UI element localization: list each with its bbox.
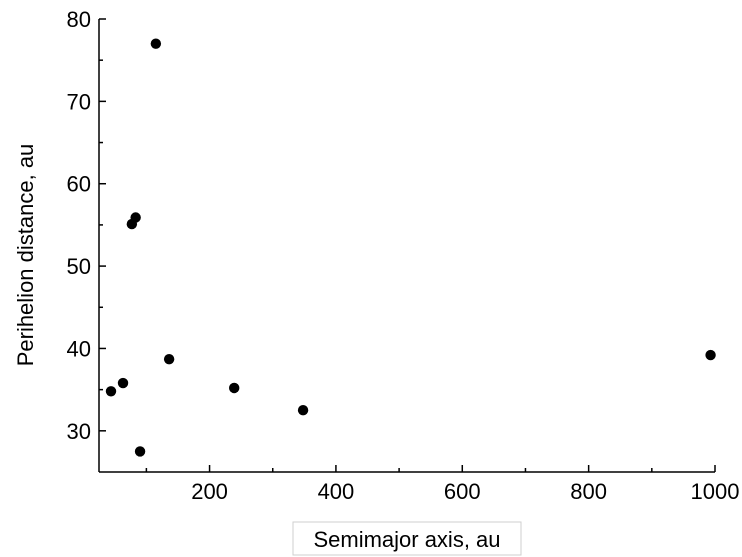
data-point — [105, 386, 117, 397]
y-tick-label: 60 — [67, 172, 91, 197]
x-tick-label: 200 — [191, 479, 228, 504]
data-point — [130, 212, 141, 223]
x-axis-ticks: 200 400 600 800 1000 — [145, 465, 740, 504]
x-axis-label-box — [292, 521, 522, 556]
data-points — [105, 38, 716, 457]
data-point — [297, 405, 309, 416]
data-point — [229, 382, 240, 394]
data-point — [117, 377, 129, 389]
data-point — [163, 353, 175, 365]
x-tick-label: 600 — [444, 479, 481, 504]
x-axis-label: Semimajor axis, au — [313, 527, 500, 552]
y-tick-label: 70 — [67, 89, 91, 114]
y-tick-label: 80 — [67, 7, 91, 32]
y-tick-label: 50 — [67, 254, 91, 279]
y-tick-label: 40 — [67, 336, 91, 361]
x-tick-label: 800 — [570, 479, 607, 504]
data-point — [150, 38, 162, 49]
data-point — [134, 446, 146, 457]
x-tick-label: 1000 — [691, 479, 740, 504]
y-axis-label: Perihelion distance, au — [13, 144, 38, 367]
x-tick-label: 400 — [318, 479, 355, 504]
y-tick-label: 30 — [67, 419, 91, 444]
y-axis-ticks: 30 40 50 60 70 80 — [67, 7, 106, 444]
data-point — [705, 349, 716, 361]
axes — [98, 19, 715, 473]
